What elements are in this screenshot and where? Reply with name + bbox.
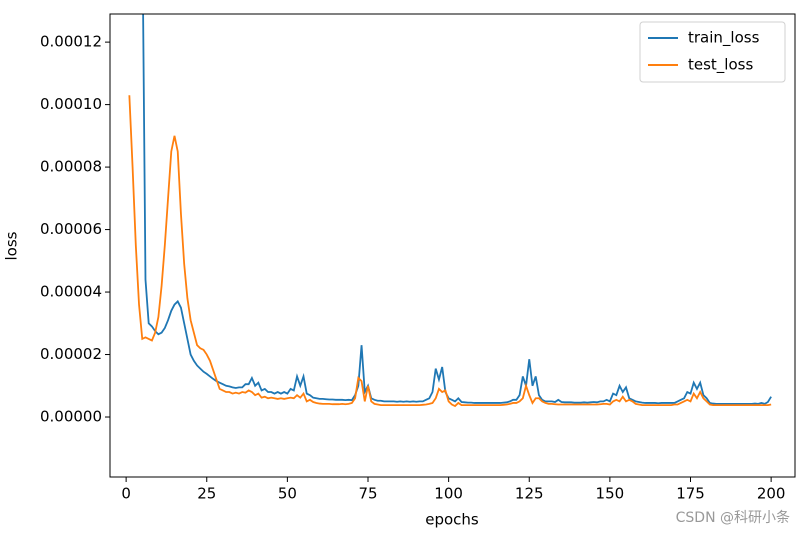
y-tick-label: 0.00012 — [40, 33, 102, 51]
line-series — [142, 14, 772, 405]
y-tick-label: 0.00010 — [40, 95, 102, 113]
y-tick-label: 0.00008 — [40, 158, 102, 176]
x-tick-label: 125 — [515, 485, 544, 503]
line-series — [128, 95, 772, 408]
x-tick-label: 50 — [278, 485, 297, 503]
plot-area — [128, 14, 772, 408]
y-tick-label: 0.00004 — [40, 283, 102, 301]
x-tick-label: 100 — [434, 485, 463, 503]
axes-frame — [109, 13, 796, 478]
legend-label: test_loss — [688, 56, 753, 75]
legend-label: train_loss — [688, 29, 760, 48]
x-tick-label: 200 — [757, 485, 786, 503]
y-axis-label: loss — [3, 231, 21, 260]
x-tick-label: 150 — [596, 485, 625, 503]
x-tick-label: 175 — [676, 485, 705, 503]
y-tick-label: 0.00000 — [40, 408, 102, 426]
x-tick-label: 75 — [358, 485, 377, 503]
y-tick-label: 0.00002 — [40, 345, 102, 363]
x-axis-label: epochs — [425, 511, 479, 529]
watermark: CSDN @科研小条 — [676, 509, 790, 526]
x-tick-label: 25 — [197, 485, 216, 503]
y-tick-label: 0.00006 — [40, 220, 102, 238]
x-tick-label: 0 — [121, 485, 131, 503]
